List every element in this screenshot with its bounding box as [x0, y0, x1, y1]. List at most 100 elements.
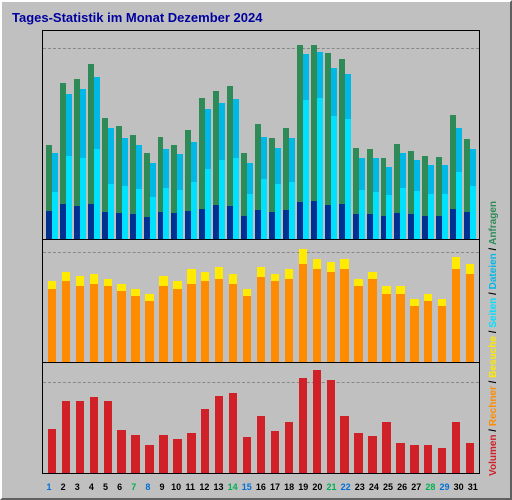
day-column	[170, 363, 184, 473]
legend-separator: /	[488, 245, 499, 253]
day-column	[282, 363, 296, 473]
day-column	[129, 363, 143, 473]
day-column	[73, 31, 87, 239]
x-tick: 7	[127, 482, 141, 492]
x-tick: 20	[310, 482, 324, 492]
bar-volumen	[340, 363, 348, 473]
bar-dateien	[177, 31, 183, 239]
day-column	[393, 31, 407, 239]
bar-volumen	[90, 363, 98, 473]
x-tick: 9	[155, 482, 169, 492]
day-column	[366, 363, 380, 473]
bar-volumen	[452, 363, 460, 473]
x-tick: 24	[367, 482, 381, 492]
day-column	[268, 363, 282, 473]
day-column	[393, 363, 407, 473]
day-column	[198, 363, 212, 473]
day-column	[310, 31, 324, 239]
panel-bot: 10.82 MB	[42, 362, 480, 474]
day-column	[380, 240, 394, 363]
day-column	[73, 363, 87, 473]
bar-besuche-rechner	[299, 240, 307, 363]
bar-besuche-rechner	[466, 240, 474, 363]
day-column	[254, 363, 268, 473]
x-tick: 17	[268, 482, 282, 492]
bar-besuche-rechner	[396, 240, 404, 363]
day-column	[435, 31, 449, 239]
day-column	[421, 363, 435, 473]
bars-mid	[45, 240, 477, 363]
x-tick: 15	[240, 482, 254, 492]
bar-volumen	[243, 363, 251, 473]
day-column	[254, 31, 268, 239]
day-column	[380, 363, 394, 473]
bar-besuche-rechner	[131, 240, 139, 363]
legend-item: Dateien	[488, 253, 499, 289]
x-tick: 29	[438, 482, 452, 492]
bar-besuche-rechner	[243, 240, 251, 363]
day-column	[59, 31, 73, 239]
x-tick: 14	[226, 482, 240, 492]
day-column	[449, 363, 463, 473]
day-column	[407, 363, 421, 473]
bar-besuche-rechner	[452, 240, 460, 363]
bar-besuche-rechner	[62, 240, 70, 363]
day-column	[198, 240, 212, 363]
x-tick: 2	[56, 482, 70, 492]
bar-volumen	[215, 363, 223, 473]
day-column	[184, 240, 198, 363]
bar-volumen	[117, 363, 125, 473]
bar-dateien	[163, 31, 169, 239]
bar-besuche-rechner	[90, 240, 98, 363]
day-column	[240, 31, 254, 239]
x-tick: 25	[381, 482, 395, 492]
day-column	[240, 363, 254, 473]
day-column	[324, 363, 338, 473]
day-column	[393, 240, 407, 363]
day-column	[449, 31, 463, 239]
day-column	[45, 31, 59, 239]
day-column	[352, 31, 366, 239]
day-column	[115, 363, 129, 473]
day-column	[310, 363, 324, 473]
bar-besuche-rechner	[159, 240, 167, 363]
x-tick: 18	[282, 482, 296, 492]
bar-dateien	[289, 31, 295, 239]
bar-besuche-rechner	[187, 240, 195, 363]
day-column	[212, 240, 226, 363]
bar-besuche-rechner	[271, 240, 279, 363]
day-column	[115, 240, 129, 363]
day-column	[282, 31, 296, 239]
x-tick: 31	[466, 482, 480, 492]
bar-volumen	[299, 363, 307, 473]
bar-volumen	[257, 363, 265, 473]
day-column	[421, 31, 435, 239]
bar-dateien	[205, 31, 211, 239]
x-tick: 16	[254, 482, 268, 492]
day-column	[87, 363, 101, 473]
bar-besuche-rechner	[368, 240, 376, 363]
day-column	[338, 363, 352, 473]
bar-volumen	[327, 363, 335, 473]
x-tick: 1	[42, 482, 56, 492]
day-column	[212, 31, 226, 239]
bar-besuche-rechner	[327, 240, 335, 363]
bar-besuche-rechner	[48, 240, 56, 363]
day-column	[143, 363, 157, 473]
day-column	[143, 240, 157, 363]
bar-dateien	[233, 31, 239, 239]
x-tick: 23	[353, 482, 367, 492]
day-column	[170, 240, 184, 363]
bar-volumen	[396, 363, 404, 473]
x-tick: 10	[169, 482, 183, 492]
bar-dateien	[456, 31, 462, 239]
day-column	[157, 363, 171, 473]
day-column	[129, 31, 143, 239]
bar-dateien	[442, 31, 448, 239]
day-column	[366, 240, 380, 363]
bar-besuche-rechner	[438, 240, 446, 363]
day-column	[463, 240, 477, 363]
x-tick: 30	[452, 482, 466, 492]
bar-dateien	[345, 31, 351, 239]
day-column	[463, 363, 477, 473]
